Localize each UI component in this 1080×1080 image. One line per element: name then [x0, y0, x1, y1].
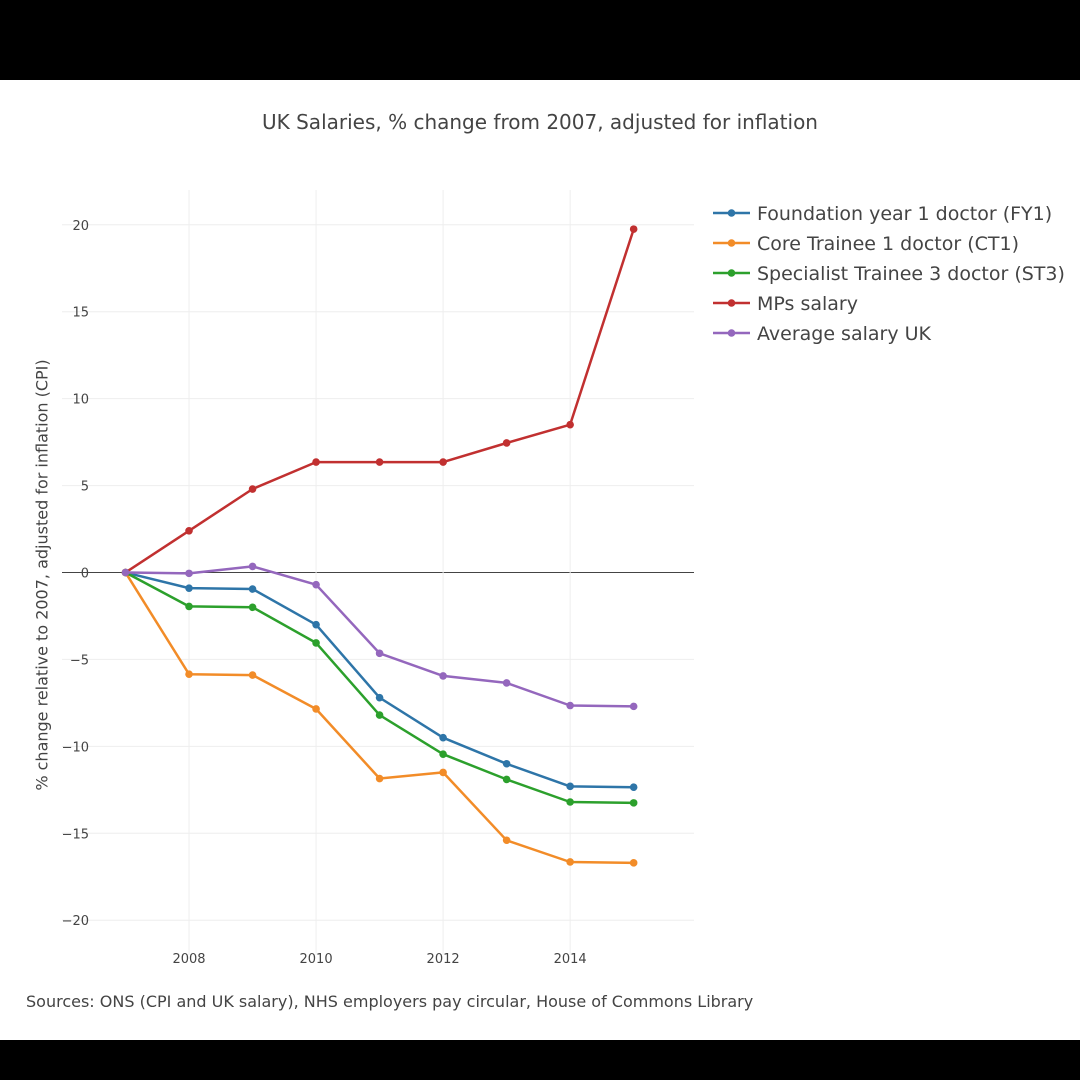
- data-point: [312, 458, 320, 466]
- data-point: [439, 672, 447, 680]
- y-tick-label: −20: [62, 914, 89, 929]
- data-point: [439, 768, 447, 777]
- legend-label: MPs salary: [757, 293, 858, 315]
- data-point: [566, 782, 574, 791]
- data-point: [248, 562, 257, 571]
- series-lines: [121, 225, 638, 867]
- data-point: [629, 702, 638, 711]
- y-tick-label: 15: [72, 306, 89, 321]
- y-tick-label: −15: [62, 827, 89, 842]
- data-point: [629, 799, 638, 807]
- data-point: [248, 671, 257, 679]
- series-line: [124, 228, 635, 574]
- legend-swatch-marker: [727, 329, 736, 337]
- data-point: [502, 759, 511, 768]
- data-point: [248, 585, 257, 593]
- data-point: [375, 774, 384, 783]
- y-tick-label: −10: [62, 740, 89, 755]
- data-point: [312, 639, 320, 647]
- data-point: [375, 693, 384, 702]
- data-point: [566, 858, 574, 866]
- data-point: [248, 485, 257, 493]
- series-line: [124, 571, 634, 805]
- data-point: [629, 859, 638, 867]
- data-point: [502, 836, 511, 845]
- data-point: [375, 458, 384, 466]
- legend-label: Specialist Trainee 3 doctor (ST3): [757, 263, 1065, 285]
- legend-swatch-marker: [727, 239, 736, 247]
- y-tick-label: 10: [72, 393, 89, 408]
- legend: Foundation year 1 doctor (FY1) Core Train…: [713, 203, 1065, 345]
- legend-swatch-marker: [727, 209, 736, 217]
- data-point: [629, 783, 638, 792]
- data-point: [629, 225, 638, 233]
- chart-plot: 20 15 10 5 0 −5 −10 −15 −20 2008 2010 2012 2014 Foun…: [62, 190, 1065, 967]
- legend-label: Core Trainee 1 doctor (CT1): [757, 233, 1019, 255]
- data-point: [566, 701, 574, 710]
- data-point: [375, 649, 384, 658]
- data-point: [375, 711, 384, 719]
- data-point: [566, 420, 574, 429]
- data-point: [439, 733, 447, 742]
- data-point: [312, 620, 320, 629]
- legend-label: Foundation year 1 doctor (FY1): [757, 203, 1052, 225]
- data-point: [566, 798, 574, 806]
- data-point: [502, 439, 511, 447]
- data-point: [185, 584, 193, 592]
- data-point: [502, 775, 511, 784]
- data-point: [312, 705, 320, 713]
- data-point: [312, 580, 320, 589]
- data-point: [185, 602, 193, 611]
- data-point: [439, 458, 447, 466]
- series-line: [125, 571, 634, 789]
- data-point: [502, 679, 511, 687]
- y-tick-label: 20: [72, 219, 89, 234]
- legend-label: Average salary UK: [757, 323, 932, 345]
- data-point: [121, 568, 130, 577]
- x-tick-label: 2014: [554, 952, 587, 967]
- y-tick-label: 5: [81, 480, 89, 495]
- x-tick-label: 2008: [172, 952, 205, 967]
- data-point: [185, 526, 193, 535]
- data-point: [185, 670, 193, 679]
- data-point: [248, 603, 257, 612]
- legend-swatch-marker: [727, 299, 736, 307]
- x-tick-label: 2012: [427, 952, 460, 967]
- y-tick-label: −5: [70, 653, 89, 668]
- x-tick-label: 2010: [300, 952, 333, 967]
- chart-title: UK Salaries, % change from 2007, adjuste…: [262, 110, 818, 134]
- chart-panel: UK Salaries, % change from 2007, adjuste…: [0, 80, 1080, 1040]
- axis-ticks: 20 15 10 5 0 −5 −10 −15 −20 2008 2010 2012 2014: [62, 219, 587, 967]
- data-point: [439, 750, 447, 758]
- legend-swatch-marker: [727, 269, 736, 277]
- y-tick-label: 0: [81, 567, 89, 582]
- source-note: Sources: ONS (CPI and UK salary), NHS em…: [26, 992, 754, 1011]
- data-point: [185, 569, 193, 578]
